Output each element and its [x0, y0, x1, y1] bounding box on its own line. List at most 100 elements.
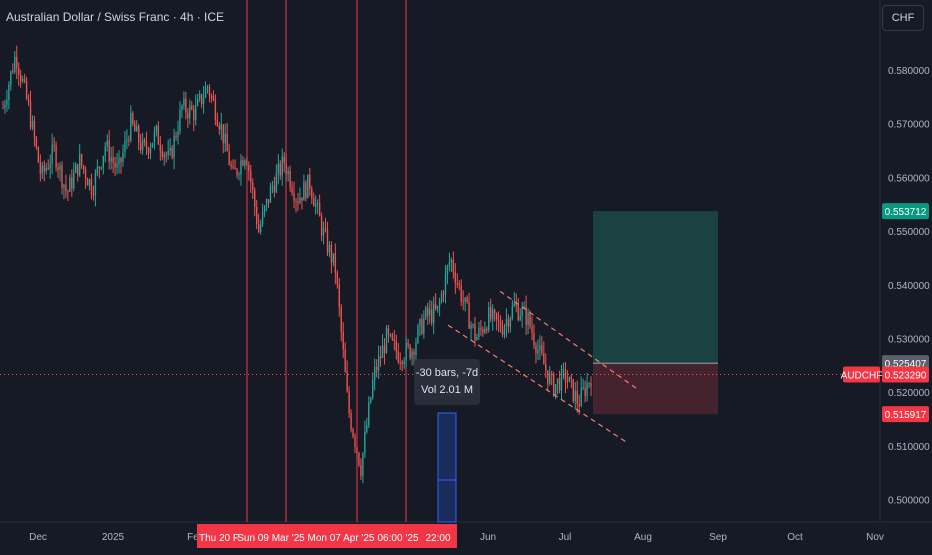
- candle-body: [543, 352, 545, 365]
- candle-body: [198, 94, 201, 99]
- candle-body: [547, 370, 549, 384]
- y-tick-label: 0.540000: [888, 281, 930, 292]
- candle-body: [578, 404, 580, 407]
- currency-button[interactable]: CHF: [882, 5, 924, 31]
- candle-body: [395, 341, 398, 352]
- candle-body: [143, 139, 146, 143]
- candle-body: [49, 163, 51, 169]
- candle-body: [456, 283, 458, 285]
- candle-body: [313, 198, 315, 207]
- x-tick-label: Jul: [559, 532, 572, 543]
- candle-body: [242, 160, 244, 166]
- candle-body: [584, 387, 586, 397]
- candle-body: [482, 329, 484, 333]
- candle-body: [586, 383, 588, 397]
- candle-body: [377, 356, 380, 371]
- candle-body: [474, 324, 476, 341]
- candle-body: [334, 253, 337, 273]
- candle-body: [580, 387, 582, 407]
- candle-body: [69, 177, 71, 192]
- y-tick-label: 0.500000: [888, 496, 930, 507]
- candle-body: [110, 157, 112, 162]
- candle-body: [389, 334, 392, 336]
- candle-body: [590, 383, 592, 387]
- profit-zone[interactable]: [593, 211, 718, 364]
- candle-body: [570, 376, 573, 380]
- candle-body: [517, 305, 519, 320]
- candle-body: [29, 101, 32, 128]
- candle-body: [169, 147, 171, 151]
- candle-body: [379, 356, 382, 359]
- candle-body: [234, 167, 236, 170]
- x-tick-label: Aug: [634, 532, 652, 543]
- candle-body: [86, 179, 89, 186]
- candle-body: [554, 384, 557, 396]
- candle-body: [25, 80, 28, 99]
- candle-body: [413, 351, 415, 355]
- trend-line-upper[interactable]: [499, 290, 639, 391]
- candle-body: [340, 307, 342, 332]
- measure-range-box[interactable]: [437, 412, 457, 523]
- candle-body: [126, 139, 128, 141]
- candle-body: [344, 349, 346, 373]
- candle-body: [352, 429, 354, 437]
- candle-body: [134, 124, 136, 132]
- candle-body: [438, 301, 441, 307]
- candle-body: [283, 156, 285, 164]
- candle-body: [364, 431, 366, 454]
- candle-body: [193, 109, 195, 121]
- time-range-label: Mon 07 Apr '25: [308, 533, 375, 544]
- candle-body: [92, 194, 95, 196]
- candle-body: [383, 345, 386, 353]
- candle-body: [39, 162, 42, 174]
- candle-body: [84, 169, 87, 180]
- candle-body: [444, 274, 447, 295]
- candle-body: [417, 326, 419, 343]
- candle-body: [200, 94, 203, 105]
- candle-body: [545, 364, 547, 371]
- measure-bars-label: -30 bars, -7d: [415, 367, 479, 379]
- candle-body: [564, 368, 567, 382]
- y-tick-label: 0.510000: [888, 442, 930, 453]
- candle-body: [139, 142, 142, 151]
- candle-body: [71, 177, 73, 189]
- candle-body: [513, 303, 516, 307]
- candle-body: [35, 137, 38, 148]
- chart-title: Australian Dollar / Swiss Franc · 4h · I…: [6, 10, 225, 24]
- candle-body: [163, 154, 165, 157]
- candle-body: [318, 202, 321, 217]
- candle-body: [464, 297, 466, 302]
- candle-body: [45, 168, 47, 172]
- candle-body: [495, 313, 498, 320]
- candle-body: [248, 165, 250, 172]
- candle-body: [37, 147, 40, 163]
- candle-body: [360, 465, 362, 477]
- candle-body: [484, 328, 486, 333]
- candle-body: [285, 163, 287, 175]
- candle-body: [136, 126, 138, 132]
- candle-body: [73, 172, 75, 189]
- candle-body: [171, 147, 173, 158]
- candle-body: [167, 150, 169, 156]
- candle-body: [112, 157, 114, 163]
- candle-body: [275, 173, 278, 193]
- candle-body: [535, 344, 537, 354]
- candle-body: [57, 167, 59, 170]
- candle-body: [222, 124, 224, 144]
- candle-body: [47, 168, 49, 170]
- candle-body: [362, 453, 364, 477]
- candle-body: [303, 182, 305, 201]
- candle-body: [228, 151, 230, 165]
- y-tick-label: 0.530000: [888, 335, 930, 346]
- candle-body: [354, 436, 356, 448]
- candle-body: [31, 120, 34, 128]
- candle-body: [204, 87, 207, 98]
- candle-body: [322, 228, 325, 236]
- candle-body: [338, 284, 340, 308]
- candle-body: [191, 105, 193, 110]
- candle-body: [541, 345, 543, 353]
- time-range-highlight: [197, 524, 457, 548]
- candle-body: [450, 259, 453, 262]
- x-tick-label: Nov: [866, 532, 884, 543]
